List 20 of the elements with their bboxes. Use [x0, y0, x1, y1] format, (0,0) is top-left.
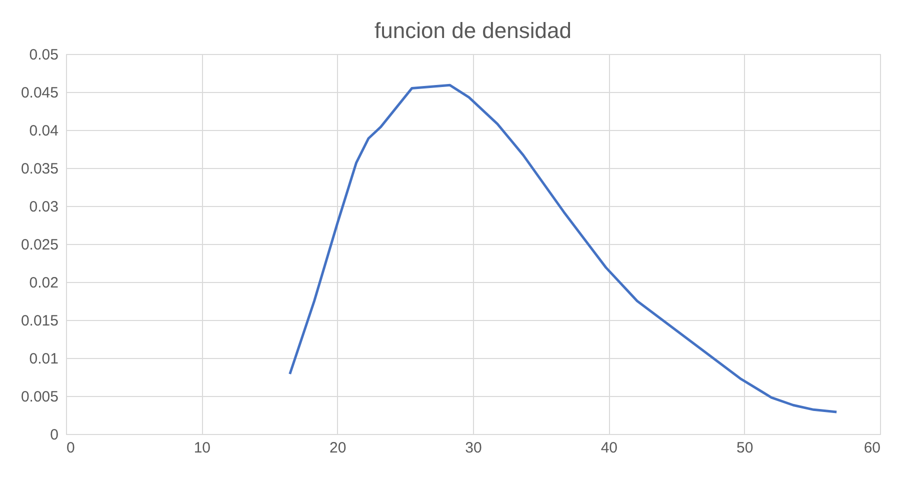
x-tick-label: 0: [66, 440, 75, 456]
x-tick-label: 50: [736, 440, 754, 456]
x-tick-label: 40: [600, 440, 618, 456]
y-tick-label: 0.005: [20, 388, 58, 406]
x-tick-label: 10: [194, 440, 211, 456]
y-tick-label: 0.04: [29, 122, 58, 140]
y-tick-label: 0.05: [29, 46, 58, 64]
y-tick-label: 0.045: [20, 84, 58, 102]
chart-title: funcion de densidad: [374, 18, 572, 43]
x-tick-label: 30: [465, 440, 482, 456]
line-series: [288, 84, 838, 414]
y-tick-label: 0.01: [29, 350, 58, 368]
x-tick-label: 20: [329, 440, 346, 456]
y-tick-label: 0.03: [29, 198, 58, 216]
y-tick-label: 0.02: [29, 274, 58, 292]
x-tick-label: 60: [864, 440, 880, 456]
y-tick-label: 0.015: [20, 312, 58, 330]
y-tick-label: 0.035: [20, 160, 58, 178]
y-tick-label: 0.025: [20, 236, 58, 254]
y-tick-label: 0: [50, 426, 58, 444]
